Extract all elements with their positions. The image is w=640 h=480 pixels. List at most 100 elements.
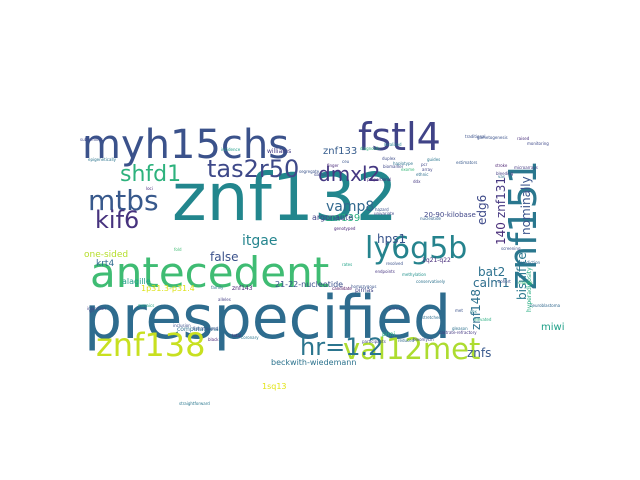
cloud-word: segregate (299, 169, 320, 174)
cloud-word: loci (146, 186, 153, 191)
cloud-word: hyperadiposity (526, 267, 533, 312)
cloud-word: znf133 (323, 146, 357, 157)
cloud-word: proportional (367, 177, 391, 182)
cloud-word: mosaics (138, 303, 154, 308)
cloud-word: williams (267, 148, 291, 155)
cloud-word: participants (362, 339, 386, 344)
cloud-word: itgae (242, 233, 277, 249)
cloud-word: screening (501, 246, 521, 251)
cloud-word: fine-mapped (193, 326, 219, 331)
cloud-word: biomarker (383, 164, 404, 169)
cloud-word: reduced (398, 338, 415, 343)
cloud-word: alagille (122, 277, 151, 286)
cloud-word: vamp8 (326, 199, 374, 215)
cloud-word: calm1 (473, 276, 510, 290)
cloud-word: bleeding (496, 171, 514, 176)
cloud-word: genotyped (334, 226, 356, 231)
cloud-word: finger (327, 163, 339, 168)
cloud-word: znf138 (96, 326, 205, 364)
cloud-word: pirnas (355, 287, 373, 294)
cloud-word: ethnic (416, 172, 428, 177)
cloud-word: candidate (332, 286, 352, 291)
cloud-word: primers (389, 306, 404, 311)
cloud-word: prespecified (84, 283, 451, 353)
cloud-word: stroke (495, 163, 508, 168)
cloud-word: incidence (221, 147, 241, 152)
cloud-word: ly6g5b (365, 231, 467, 266)
cloud-word: miwi (541, 322, 564, 333)
cloud-word: beckwith-wiedemann (271, 358, 356, 367)
cloud-word: duplex (382, 156, 396, 161)
cloud-word: stretches (422, 315, 441, 320)
cloud-word: alleles (218, 297, 231, 302)
cloud-word: kif6 (95, 206, 139, 234)
cloud-word: argonaute (312, 213, 353, 222)
cloud-word: bleomycin (413, 337, 434, 342)
cloud-word: homozygous (351, 284, 376, 289)
cloud-word: nucleotide (420, 216, 442, 221)
cloud-word: false (210, 250, 239, 264)
cloud-word: gil (89, 308, 94, 313)
cloud-word: fold (174, 247, 182, 252)
cloud-word: array (422, 167, 433, 172)
cloud-word: cohort (498, 279, 511, 284)
cloud-word: krt4 (96, 259, 114, 269)
cloud-word: gametogenesis (477, 135, 508, 140)
cloud-word: rates (342, 262, 352, 267)
cloud-word: prediction (520, 260, 541, 265)
cloud-word: 1sq13 (262, 382, 287, 391)
cloud-word: met (455, 308, 463, 313)
cloud-word: ddx (413, 179, 421, 184)
cloud-word: pimi (382, 331, 395, 338)
cloud-word: inclusion (173, 323, 191, 328)
cloud-word: eligible (518, 280, 533, 285)
cloud-word: znf148 (469, 289, 483, 330)
cloud-word: haplotype (393, 161, 414, 166)
cloud-word: total (232, 333, 241, 338)
cloud-word: bat2 (478, 265, 505, 279)
cloud-word: coronary (241, 335, 259, 340)
cloud-word: ceu (342, 159, 350, 164)
cloud-word: methylation (402, 272, 427, 277)
cloud-word: dataset (314, 172, 330, 177)
cloud-word: elevated (474, 317, 492, 322)
cloud-word: resolved (386, 261, 403, 266)
cloud-word: raised (517, 136, 530, 141)
cloud-word: infarction (87, 306, 106, 311)
cloud-word: znf151 (501, 160, 545, 290)
cloud-word: computational (177, 326, 221, 333)
cloud-word: one-sided (84, 250, 128, 260)
cloud-word: 140 (494, 222, 508, 245)
cloud-word: estimators (456, 160, 477, 165)
cloud-word: hps1 (377, 232, 406, 246)
cloud-word: hr=1.2 (300, 333, 383, 361)
cloud-word: vas (498, 174, 505, 179)
cloud-word: dmxl2 (318, 162, 380, 186)
cloud-word: endpoints (375, 269, 395, 274)
cloud-word: conservatively (416, 279, 446, 284)
cloud-word: myh15chs (82, 122, 289, 168)
cloud-word: guides (427, 157, 440, 162)
cloud-word: 1p31.3-p31.4 (141, 284, 195, 293)
cloud-background (80, 106, 570, 371)
cloud-word: diagnostic (360, 146, 381, 151)
cloud-word: nominally (519, 176, 533, 235)
cloud-word: exome (401, 167, 415, 172)
cloud-word: 21-22-nucleotide (275, 280, 343, 289)
cloud-word: znfs (467, 346, 491, 360)
cloud-word: epigenetically (88, 157, 117, 162)
cloud-word: bisulfite (515, 252, 529, 300)
cloud-word: shfd1 (120, 162, 181, 187)
cloud-word: traditional (465, 134, 486, 139)
cloud-word: straightforward (179, 401, 210, 406)
cloud-word: znf143 (232, 285, 253, 292)
cloud-word: fstl4 (358, 115, 441, 159)
cloud-word: hazard (375, 207, 389, 212)
cloud-word: univariate (374, 211, 395, 216)
cloud-word: family (211, 285, 224, 290)
cloud-word: microarrays (514, 165, 538, 170)
cloud-word: subfamilies (80, 137, 103, 142)
cloud-word: val12met (343, 332, 480, 366)
cloud-word: black (208, 337, 219, 342)
